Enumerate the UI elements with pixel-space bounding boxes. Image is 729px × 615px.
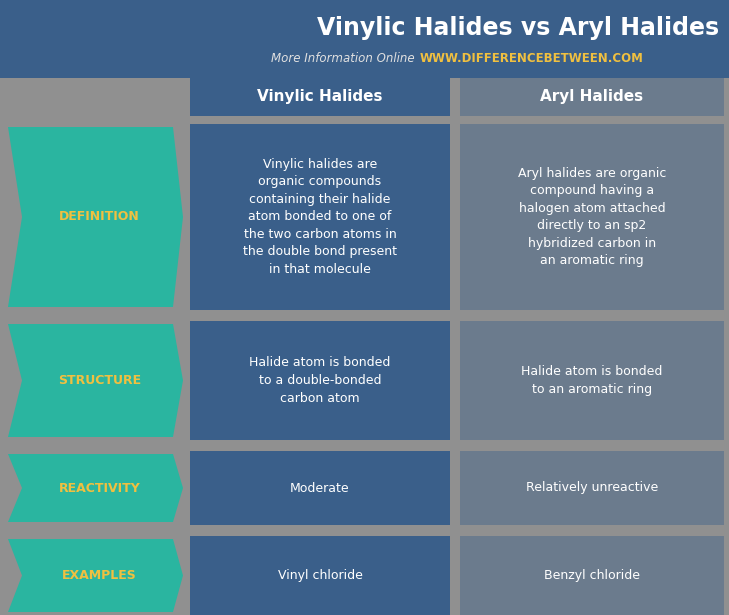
FancyBboxPatch shape	[460, 124, 724, 310]
Polygon shape	[8, 324, 183, 437]
Text: REACTIVITY: REACTIVITY	[58, 482, 141, 494]
FancyBboxPatch shape	[190, 321, 450, 440]
Text: Moderate: Moderate	[290, 482, 350, 494]
Text: Vinylic Halides vs Aryl Halides: Vinylic Halides vs Aryl Halides	[317, 16, 719, 40]
FancyBboxPatch shape	[460, 536, 724, 615]
Text: Halide atom is bonded
to a double-bonded
carbon atom: Halide atom is bonded to a double-bonded…	[249, 357, 391, 405]
Polygon shape	[8, 539, 183, 612]
Text: Vinylic halides are
organic compounds
containing their halide
atom bonded to one: Vinylic halides are organic compounds co…	[243, 158, 397, 276]
FancyBboxPatch shape	[460, 78, 724, 116]
Text: WWW.DIFFERENCEBETWEEN.COM: WWW.DIFFERENCEBETWEEN.COM	[420, 52, 644, 65]
Text: Vinylic Halides: Vinylic Halides	[257, 90, 383, 105]
FancyBboxPatch shape	[0, 0, 729, 78]
Text: STRUCTURE: STRUCTURE	[58, 374, 141, 387]
FancyBboxPatch shape	[460, 321, 724, 440]
Text: Relatively unreactive: Relatively unreactive	[526, 482, 658, 494]
Text: Aryl Halides: Aryl Halides	[540, 90, 644, 105]
Text: Vinyl chloride: Vinyl chloride	[278, 569, 362, 582]
Text: Aryl halides are organic
compound having a
halogen atom attached
directly to an : Aryl halides are organic compound having…	[518, 167, 666, 268]
Text: Halide atom is bonded
to an aromatic ring: Halide atom is bonded to an aromatic rin…	[521, 365, 663, 395]
FancyBboxPatch shape	[190, 78, 450, 116]
FancyBboxPatch shape	[190, 451, 450, 525]
Text: More Information Online: More Information Online	[271, 52, 415, 65]
FancyBboxPatch shape	[190, 536, 450, 615]
Text: EXAMPLES: EXAMPLES	[62, 569, 137, 582]
FancyBboxPatch shape	[190, 124, 450, 310]
Text: DEFINITION: DEFINITION	[59, 210, 140, 223]
Text: Benzyl chloride: Benzyl chloride	[544, 569, 640, 582]
Polygon shape	[8, 454, 183, 522]
Polygon shape	[8, 127, 183, 307]
FancyBboxPatch shape	[460, 451, 724, 525]
